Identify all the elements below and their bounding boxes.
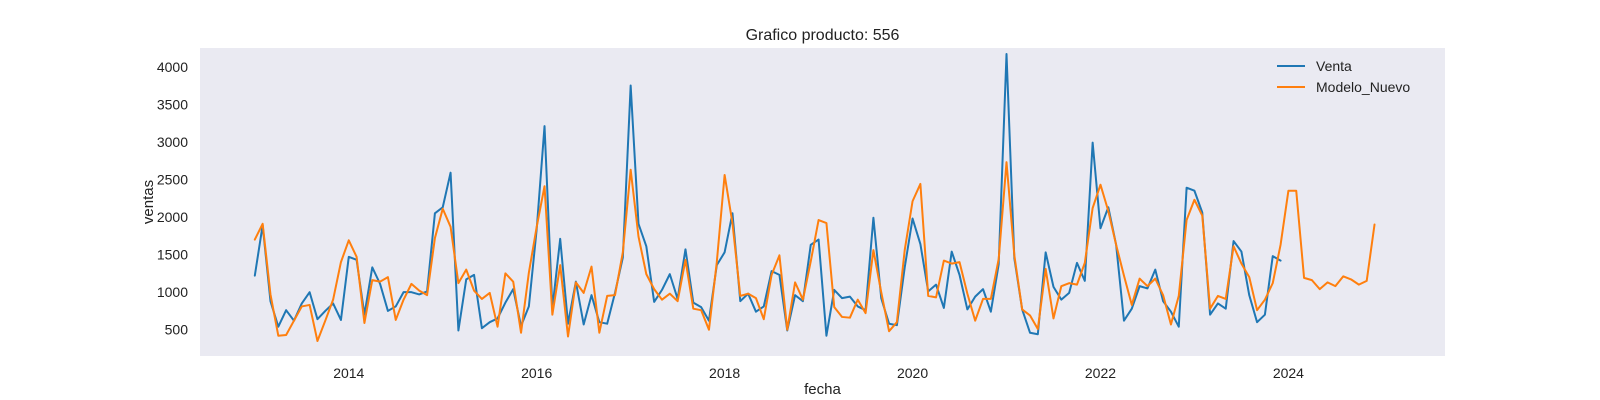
y-tick-label: 2500 <box>157 171 188 187</box>
series-lines <box>253 53 1376 342</box>
x-axis: 2014 2016 2018 2020 2022 2024 <box>333 365 1304 381</box>
x-tick-label: 2022 <box>1085 365 1116 381</box>
y-axis-title: ventas <box>140 180 157 224</box>
chart-title: Grafico producto: 556 <box>746 27 900 44</box>
legend-label: Venta <box>1316 58 1352 74</box>
x-tick-label: 2016 <box>521 365 552 381</box>
x-tick-label: 2018 <box>709 365 740 381</box>
x-tick-label: 2014 <box>333 365 364 381</box>
y-axis: 500 1000 1500 2000 2500 3000 3500 4000 <box>157 59 188 338</box>
legend-label: Modelo_Nuevo <box>1316 79 1410 95</box>
y-tick-label: 500 <box>165 322 189 338</box>
y-tick-label: 3000 <box>157 134 188 150</box>
y-tick-label: 1500 <box>157 247 188 263</box>
plot-area <box>200 48 1445 356</box>
y-tick-label: 1000 <box>157 284 188 300</box>
legend: Venta Modelo_Nuevo <box>1277 58 1410 95</box>
series-line-modelo-nuevo <box>253 161 1376 342</box>
x-tick-label: 2024 <box>1273 365 1304 381</box>
y-tick-label: 3500 <box>157 96 188 112</box>
x-tick-label: 2020 <box>897 365 928 381</box>
y-tick-label: 2000 <box>157 209 188 225</box>
x-axis-title: fecha <box>804 381 841 398</box>
y-tick-label: 4000 <box>157 59 188 75</box>
